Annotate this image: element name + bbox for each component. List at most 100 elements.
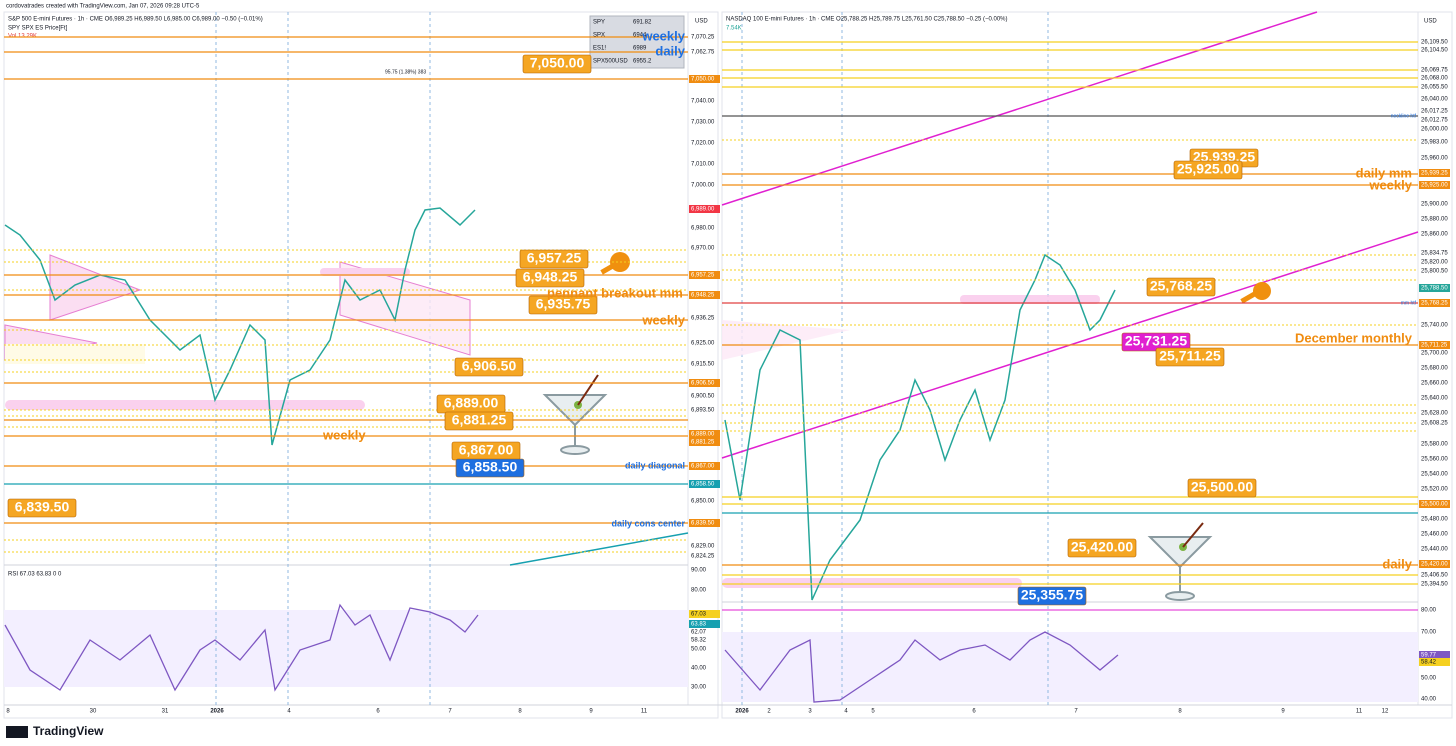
axis-label-bg	[1419, 658, 1450, 666]
x-tick-label: 4	[844, 709, 848, 715]
y-tick-label: 26,000.00	[1421, 127, 1448, 133]
callout-text: 6,858.50	[463, 459, 518, 475]
y-tick-label: 7,040.00	[691, 99, 715, 105]
y-tick-label: 26,104.50	[1421, 48, 1448, 54]
axis-label-bg	[689, 430, 720, 438]
watchlist-cell: 6944	[633, 33, 647, 39]
x-tick-label: 8	[518, 709, 522, 715]
y-tick-label: 6,900.50	[691, 394, 715, 400]
y-tick-label: 25,580.00	[1421, 442, 1448, 448]
left-title: S&P 500 E-mini Futures · 1h · CME O6,989…	[8, 17, 263, 23]
callout-text: 25,731.25	[1125, 333, 1187, 349]
y-tick-label: 7,020.00	[691, 141, 715, 147]
y-tick-label: 25,440.00	[1421, 547, 1448, 553]
x-tick-label: 2026	[210, 709, 224, 715]
y-tick-label: 7,070.25	[691, 35, 715, 41]
y-tick-label: 26,017.25	[1421, 109, 1448, 115]
y-tick-label: 6,889.00	[691, 432, 715, 438]
y-tick-label: 63.83	[691, 622, 707, 628]
callout-text: 25,355.75	[1021, 587, 1083, 603]
y-tick-label: 50.00	[1421, 676, 1437, 682]
annotation: weekly	[322, 427, 366, 442]
axis-label-bg	[689, 480, 720, 488]
x-tick-label: 9	[1281, 709, 1285, 715]
y-tick-label: 25,608.25	[1421, 421, 1448, 427]
y-tick-label: 58.32	[691, 638, 707, 644]
axis-label-bg	[689, 620, 720, 628]
y-tick-label: 26,069.75	[1421, 68, 1448, 74]
right-rsi	[724, 631, 1119, 703]
y-tick-label: 25,394.50	[1421, 582, 1448, 588]
y-tick-label: 7,030.00	[691, 120, 715, 126]
price-callout	[522, 54, 592, 74]
x-tick-label: 6	[376, 709, 380, 715]
y-tick-label: 25,660.00	[1421, 381, 1448, 387]
axis-label-bg	[689, 291, 720, 299]
axis-label-bg	[689, 610, 720, 618]
annotation: daily diagonal	[625, 460, 685, 470]
x-tick-label: 30	[90, 709, 97, 715]
price-callout	[1173, 160, 1243, 180]
diagonal	[509, 532, 689, 566]
right-volume: 7.54K	[726, 26, 742, 32]
y-tick-label: 25,628.00	[1421, 411, 1448, 417]
y-tick-label: 25,800.50	[1421, 269, 1448, 275]
callout-text: 25,500.00	[1191, 479, 1253, 495]
right-currency: USD	[1424, 19, 1437, 25]
annotation: daily mm	[1356, 165, 1412, 180]
y-tick-label: 25,640.00	[1421, 396, 1448, 402]
left-rsi	[4, 603, 479, 692]
price-callout	[444, 411, 514, 431]
axis-label-bg	[689, 205, 720, 213]
credit: cordovatrades created with TradingView.c…	[6, 4, 200, 10]
left-currency: USD	[695, 19, 708, 25]
annotation: daily	[655, 43, 685, 58]
y-tick-label: 70.00	[1421, 630, 1437, 636]
y-tick-label: 25,880.00	[1421, 217, 1448, 223]
y-tick-label: 25,700.00	[1421, 351, 1448, 357]
y-tick-label: 6,989.00	[691, 207, 715, 213]
y-tick-label: 26,055.50	[1421, 85, 1448, 91]
watchlist	[589, 15, 685, 69]
price-callout	[1017, 586, 1087, 606]
y-tick-label: 62.07	[691, 630, 707, 636]
axis-label-bg	[1419, 500, 1450, 508]
x-tick-label: 11	[1356, 709, 1363, 715]
martini-icons	[542, 374, 1213, 601]
y-tick-label: 40.00	[691, 666, 707, 672]
y-tick-label: 25,680.00	[1421, 366, 1448, 372]
axis-label-bg	[1419, 181, 1450, 189]
callout-text: 25,711.25	[1159, 348, 1221, 364]
channel-top	[721, 11, 1318, 206]
y-tick-label: 25,740.00	[1421, 323, 1448, 329]
callout-text: 6,935.75	[536, 296, 591, 312]
y-tick-label: 25,420.00	[1421, 562, 1448, 568]
watchlist-cell: 691.82	[633, 20, 652, 26]
y-tick-label: 25,540.00	[1421, 472, 1448, 478]
annotation: weekly	[641, 28, 685, 43]
right-rsi-band	[722, 632, 1418, 702]
key-icons	[600, 252, 1271, 304]
y-tick-label: 6,850.00	[691, 499, 715, 505]
y-tick-label: 40.00	[1421, 697, 1437, 703]
price-callout	[454, 357, 524, 377]
x-tick-label: 7	[448, 709, 452, 715]
axis-label-bg	[1419, 341, 1450, 349]
x-tick-label: 2026	[735, 709, 749, 715]
left-rsi-band	[4, 610, 688, 687]
x-tick-label: 9	[589, 709, 593, 715]
y-tick-label: 6,948.25	[691, 293, 715, 299]
y-tick-label: 6,839.50	[691, 521, 715, 527]
brand-logo	[6, 726, 28, 738]
annotation: weekly	[1368, 177, 1412, 192]
x-tick-label: 8	[1178, 709, 1182, 715]
y-tick-label: 25,925.00	[1421, 183, 1448, 189]
y-tick-label: 26,040.00	[1421, 97, 1448, 103]
left-panel	[3, 11, 719, 719]
y-tick-label: 59.77	[1421, 653, 1437, 659]
axis-label-bg	[1419, 560, 1450, 568]
y-tick-label: 6,970.00	[691, 246, 715, 252]
axis-label-bg	[1419, 651, 1450, 659]
x-tick-label: 2	[767, 709, 771, 715]
